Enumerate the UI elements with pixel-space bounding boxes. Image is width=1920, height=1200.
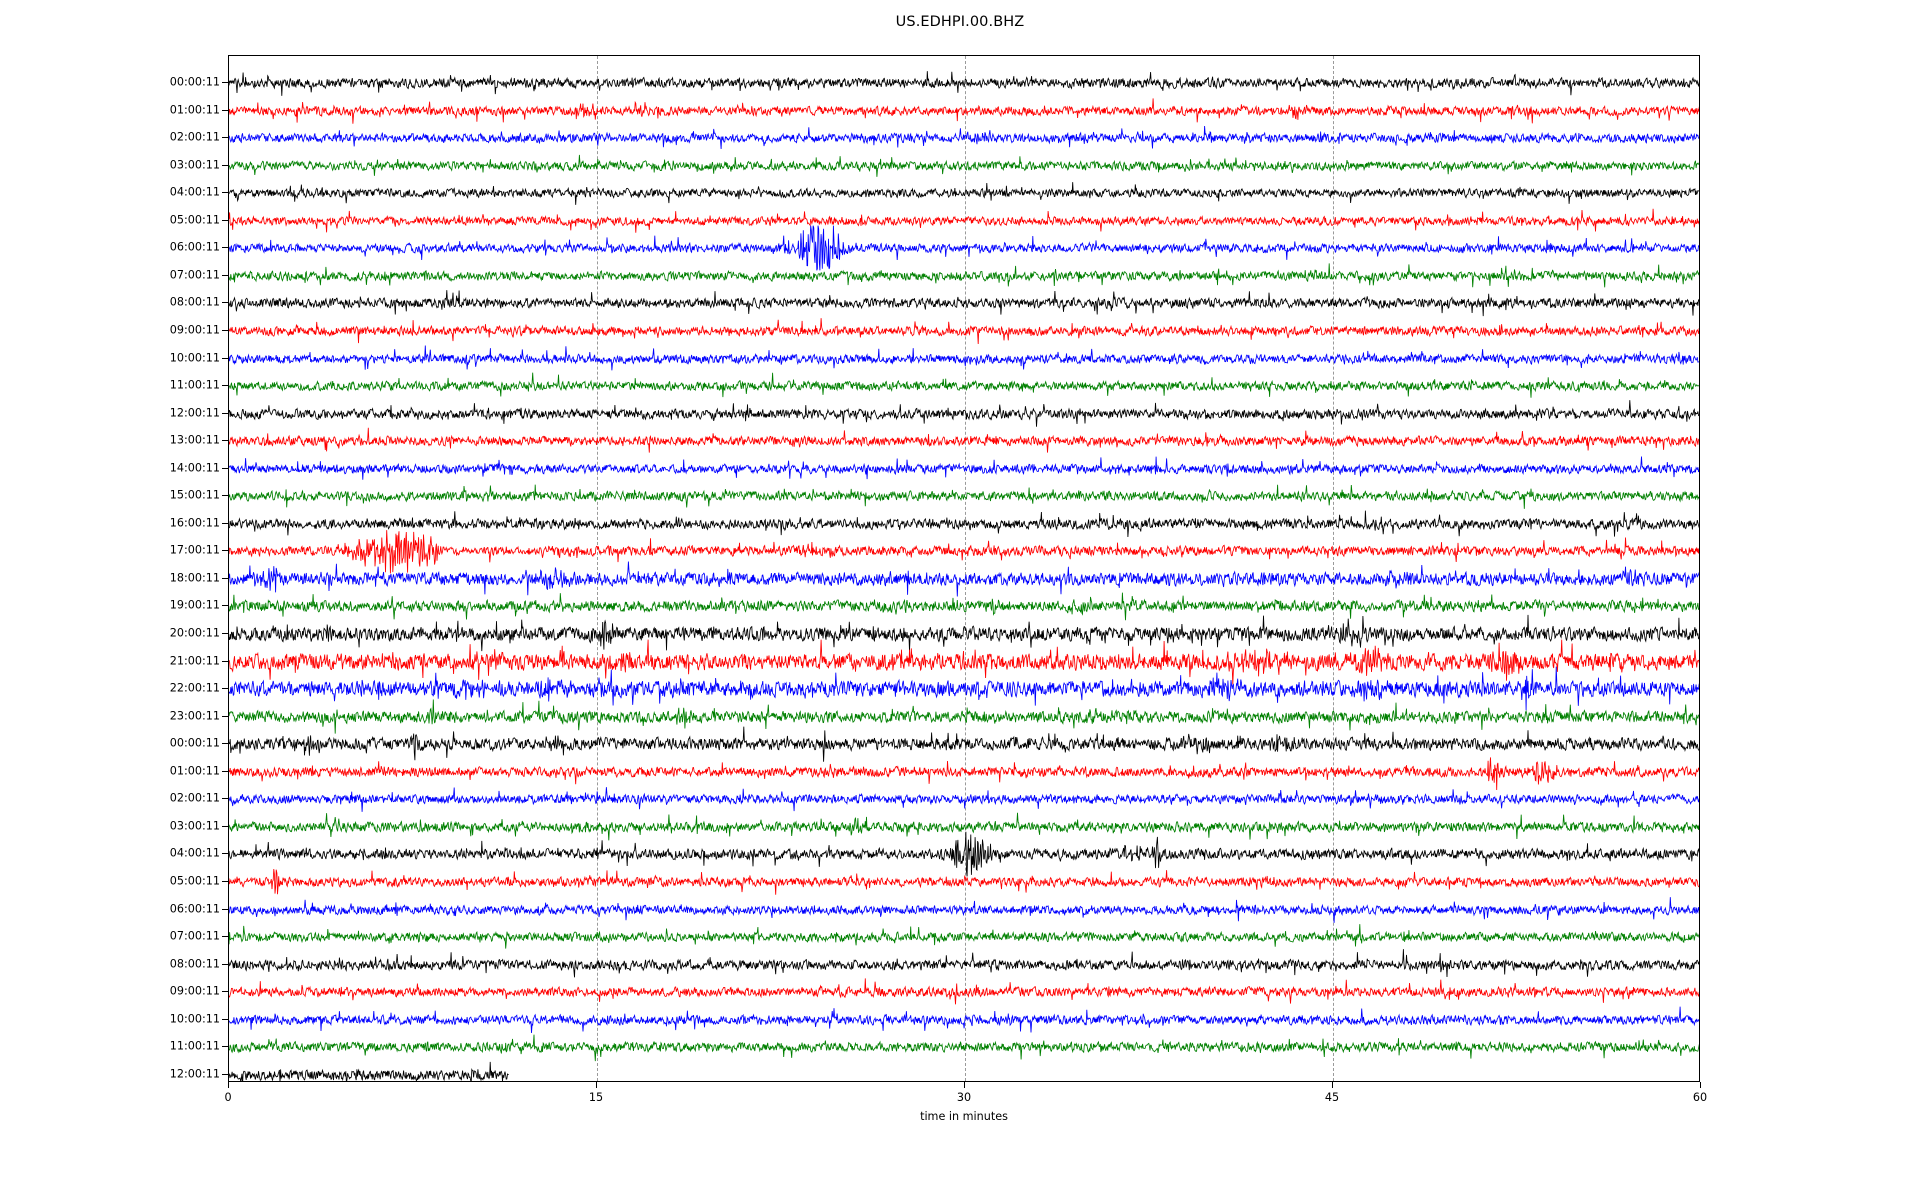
y-axis-tick-label: 05:00:11 [169,213,220,227]
x-axis-title: time in minutes [920,1110,1008,1123]
x-axis-tick [1700,1082,1701,1088]
plot-area [228,55,1700,1082]
y-axis-tick [222,219,228,221]
y-axis-tick [222,495,228,497]
y-axis-tick-label: 17:00:11 [169,543,220,557]
y-axis-tick-label: 01:00:11 [169,103,220,117]
waveform-path [229,1061,509,1081]
y-axis-tick [222,660,228,662]
y-axis-tick-label: 10:00:11 [169,1012,220,1026]
y-axis-tick [222,991,228,993]
y-axis-tick-label: 14:00:11 [169,461,220,475]
y-axis-tick-label: 19:00:11 [169,598,220,612]
y-axis-tick-label: 12:00:11 [169,406,220,420]
x-axis-tick-label: 0 [224,1091,232,1104]
y-axis-tick [222,688,228,690]
y-axis-labels: 00:00:11 01:00:11 02:00:11 03:00:11 04:00:11… [8,55,220,1082]
y-axis-tick-label: 05:00:11 [169,874,220,888]
y-axis-tick [222,192,228,194]
y-axis-tick-label: 11:00:11 [169,1039,220,1053]
x-axis-tick-label: 45 [1324,1091,1340,1104]
y-axis-tick [222,743,228,745]
y-axis-tick [222,1018,228,1020]
y-axis-tick-label: 11:00:11 [169,378,220,392]
y-axis-tick-label: 04:00:11 [169,185,220,199]
y-axis-tick [222,412,228,414]
y-axis-tick-label: 20:00:11 [169,626,220,640]
y-axis-tick-label: 08:00:11 [169,957,220,971]
x-axis-tick [228,1082,229,1088]
y-axis-tick [222,274,228,276]
y-axis-tick-label: 13:00:11 [169,433,220,447]
y-axis-tick-label: 08:00:11 [169,295,220,309]
y-axis-tick [222,633,228,634]
y-axis-tick-label: 16:00:11 [169,516,220,530]
y-axis-tick-label: 09:00:11 [169,323,220,337]
y-axis-ticks [0,55,228,1082]
y-axis-tick-label: 07:00:11 [169,268,220,282]
y-axis-tick-label: 02:00:11 [169,791,220,805]
x-axis-tick-label: 60 [1692,1091,1708,1104]
y-axis-tick [222,247,228,249]
gridline-15min [597,56,598,1081]
y-axis-tick [222,770,228,772]
x-axis: 0 15 30 45 60 [224,1082,1707,1142]
x-axis-tick [964,1082,965,1088]
y-axis-tick-label: 00:00:11 [169,736,220,750]
y-axis-tick [222,936,228,938]
y-axis-tick [222,550,228,552]
y-axis-tick [222,385,228,387]
y-axis-tick-label: 10:00:11 [169,351,220,364]
y-axis-tick [222,880,228,882]
chart-title: US.EDHPI.00.BHZ [895,14,1025,30]
y-axis-tick [222,605,228,607]
y-axis-tick [222,440,228,442]
y-axis-tick-label: 06:00:11 [169,902,220,915]
x-axis-tick-label: 15 [588,1091,604,1104]
y-axis-tick [222,715,228,717]
y-axis-tick-label: 15:00:11 [169,488,220,502]
y-axis-tick-label: 03:00:11 [169,819,220,833]
y-axis-tick [222,82,228,83]
y-axis-tick [222,1073,228,1075]
y-axis-tick-label: 03:00:11 [169,158,220,172]
y-axis-tick [222,853,228,855]
y-axis-tick-label: 01:00:11 [169,764,220,778]
x-axis-tick-label: 30 [956,1091,972,1104]
y-axis-tick-label: 02:00:11 [169,130,220,144]
y-axis-tick-label: 06:00:11 [169,240,220,254]
y-axis-tick [222,798,228,800]
y-axis-tick [222,164,228,166]
gridline-30min [965,56,966,1081]
y-axis-tick [222,522,228,524]
y-axis-tick-label: 21:00:11 [169,654,220,668]
y-axis-tick-label: 22:00:11 [169,681,220,695]
y-axis-tick [222,137,228,139]
y-axis-tick [222,109,228,111]
y-axis-tick [222,1046,228,1048]
x-axis-tick [1332,1082,1333,1088]
y-axis-tick-label: 04:00:11 [169,846,220,860]
y-axis-tick-label: 23:00:11 [169,709,220,723]
y-axis-tick [222,467,228,469]
y-axis-tick [222,577,228,579]
y-axis-tick-label: 07:00:11 [169,929,220,943]
y-axis-tick-label: 00:00:11 [169,75,220,89]
y-axis-tick [222,302,228,304]
y-axis-tick [222,357,228,359]
y-axis-tick [222,825,228,827]
y-axis-tick-label: 18:00:11 [169,571,220,585]
gridline-45min [1333,56,1334,1081]
y-axis-tick-label: 09:00:11 [169,984,220,998]
y-axis-tick-label: 12:00:11 [169,1067,220,1081]
y-axis-tick [222,329,228,331]
y-axis-tick [222,908,228,910]
y-axis-tick [222,963,228,965]
x-axis-tick [596,1082,597,1088]
